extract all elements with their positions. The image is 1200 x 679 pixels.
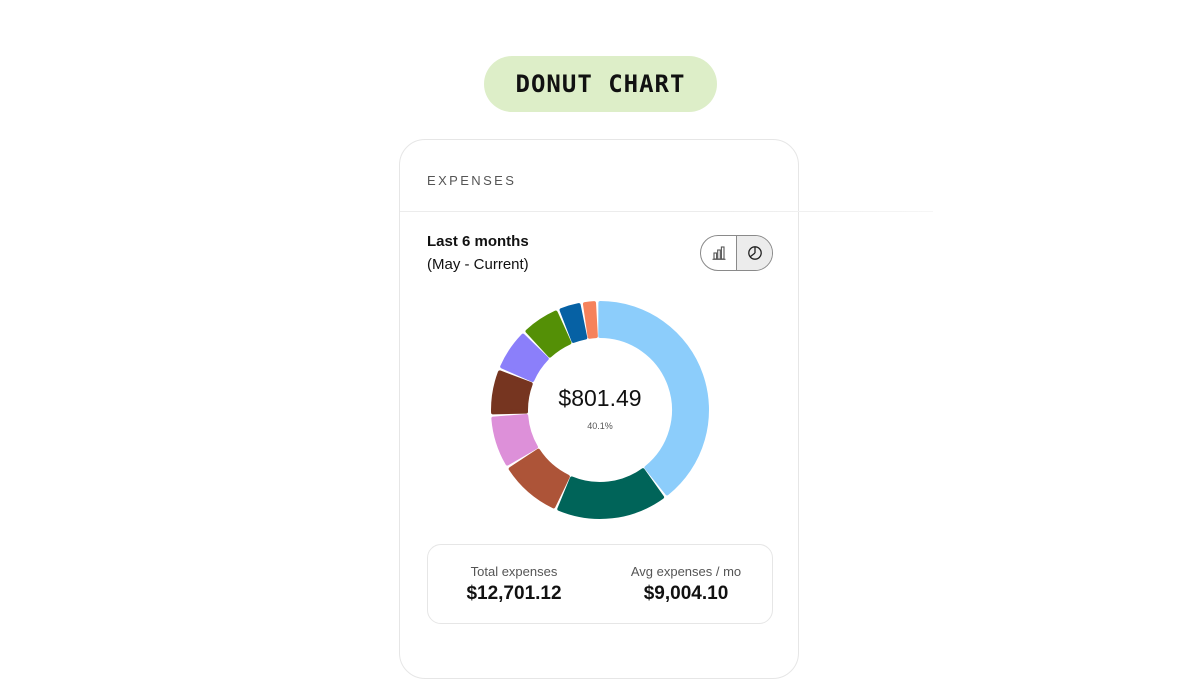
- donut-slice-5[interactable]: [491, 370, 533, 415]
- avg-expenses-stat: Avg expenses / mo $9,004.10: [600, 545, 772, 623]
- period-title: Last 6 months: [427, 233, 529, 250]
- bar-chart-view-button[interactable]: [701, 236, 737, 270]
- donut-center-value: $801.49: [558, 385, 642, 411]
- donut-slice-1[interactable]: [598, 301, 709, 496]
- donut-slice-8[interactable]: [559, 303, 588, 343]
- donut-chart: [491, 301, 709, 519]
- chart-type-badge: DONUT CHART: [484, 56, 717, 112]
- donut-slice-6[interactable]: [500, 333, 549, 382]
- chart-view-toggle: [700, 235, 773, 271]
- bar-chart-icon: [712, 246, 725, 260]
- donut-slice-9[interactable]: [582, 301, 598, 339]
- donut-slice-2[interactable]: [557, 468, 665, 519]
- donut-slice-4[interactable]: [491, 413, 538, 466]
- expenses-card: [399, 139, 799, 679]
- donut-slice-7[interactable]: [525, 310, 572, 358]
- total-expenses-value: $12,701.12: [466, 583, 562, 604]
- avg-expenses-label: Avg expenses / mo: [630, 564, 742, 579]
- period-range: (May - Current): [427, 256, 529, 273]
- pie-chart-view-button[interactable]: [737, 236, 772, 270]
- donut-slice-3[interactable]: [508, 448, 570, 509]
- avg-expenses-value: $9,004.10: [643, 583, 729, 604]
- chart-type-badge-label: DONUT CHART: [515, 70, 686, 98]
- card-label: EXPENSES: [427, 173, 517, 188]
- total-expenses-label: Total expenses: [470, 564, 558, 579]
- donut-center-percent: 40.1%: [587, 421, 613, 431]
- total-expenses-stat: Total expenses $12,701.12: [428, 545, 600, 623]
- expense-summary: Total expenses $12,701.12 Avg expenses /…: [427, 544, 773, 624]
- card-divider: [400, 211, 933, 212]
- pie-chart-icon: [747, 246, 762, 260]
